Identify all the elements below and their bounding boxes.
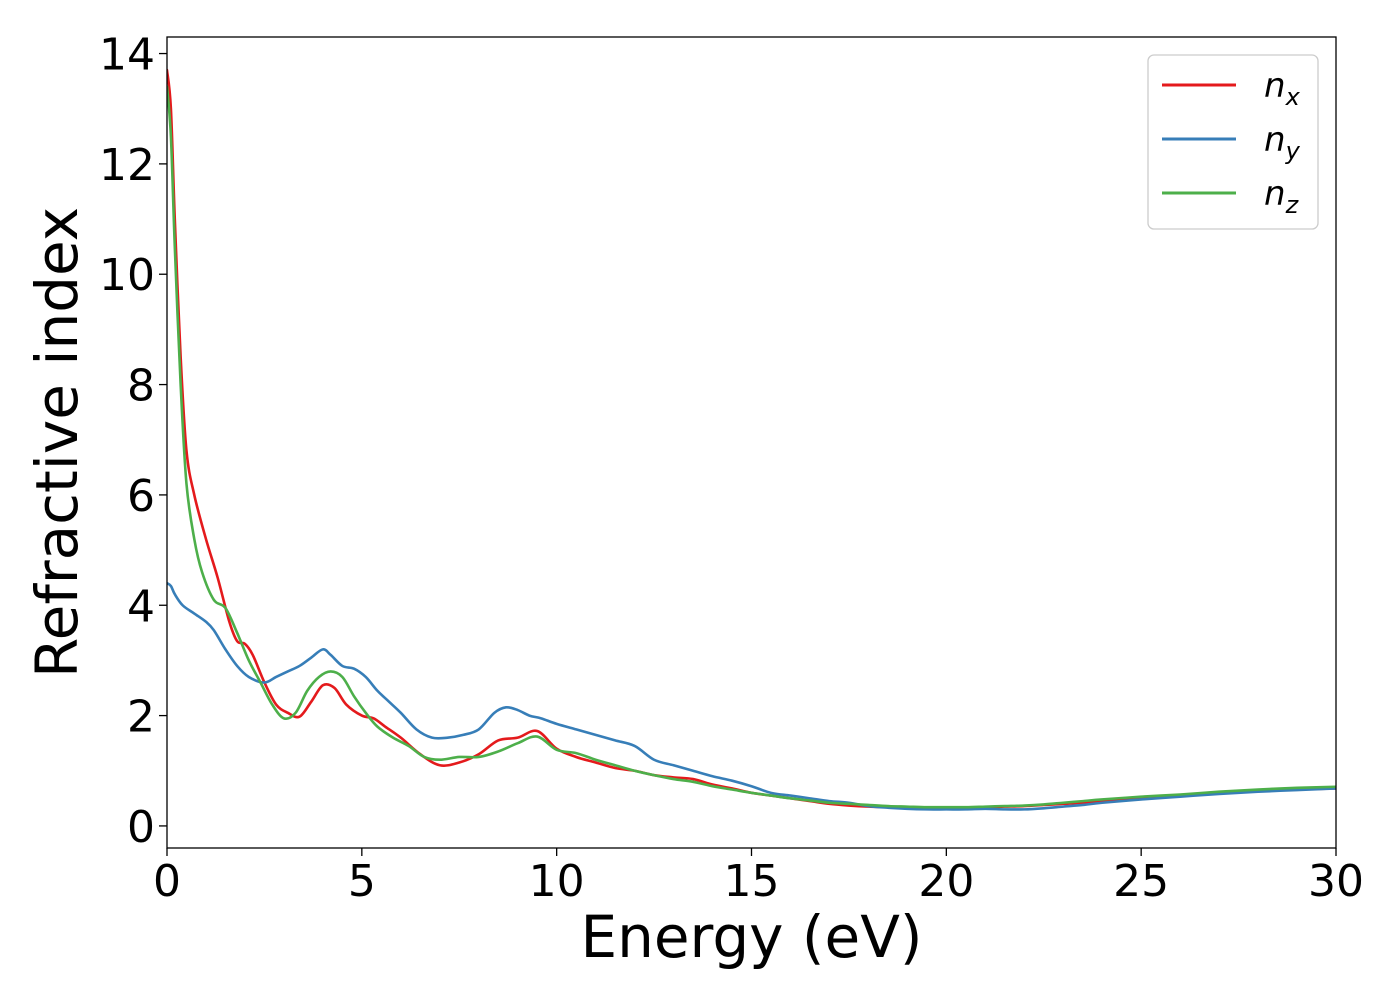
x-tick-label: 10 <box>529 856 585 907</box>
y-tick-label: 2 <box>127 692 155 743</box>
legend-box <box>1147 54 1319 230</box>
x-tick-label: 5 <box>348 856 376 907</box>
y-tick-label: 10 <box>99 250 155 301</box>
legend-label-z: nz <box>1264 174 1300 219</box>
y-tick-label: 14 <box>99 30 155 81</box>
series-line-y <box>167 581 1336 811</box>
y-tick-label: 6 <box>127 471 155 522</box>
y-axis-label: Refractive index <box>23 207 91 678</box>
legend-label-y: ny <box>1264 120 1301 165</box>
y-tick-label: 12 <box>99 140 155 191</box>
y-tick-label: 8 <box>127 361 155 412</box>
x-tick-label: 25 <box>1113 856 1169 907</box>
series-line-z <box>167 85 1336 809</box>
series-layer <box>167 68 1336 811</box>
x-tick-label: 20 <box>918 856 974 907</box>
y-tick-label: 4 <box>127 581 155 632</box>
legend-label-x: nx <box>1264 66 1301 111</box>
x-tick-label: 30 <box>1308 856 1364 907</box>
tick-layer: 0 5 10 15 20 25 30 0 2 4 6 8 10 12 14 <box>99 30 1364 907</box>
x-axis-label: Energy (eV) <box>580 903 922 971</box>
x-tick-label: 0 <box>153 856 181 907</box>
x-tick-label: 15 <box>724 856 780 907</box>
y-tick-label: 0 <box>127 802 155 853</box>
legend: nx ny nz <box>1147 54 1319 230</box>
